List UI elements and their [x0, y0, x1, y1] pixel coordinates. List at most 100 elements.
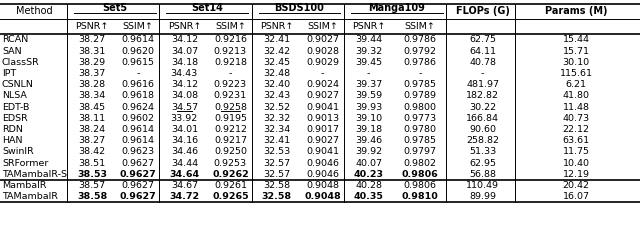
Text: 34.18: 34.18	[171, 58, 198, 67]
Text: 32.57: 32.57	[263, 170, 290, 179]
Text: 0.9027: 0.9027	[306, 91, 339, 100]
Text: 0.9017: 0.9017	[306, 125, 339, 134]
Text: 166.84: 166.84	[466, 114, 499, 123]
Text: 20.42: 20.42	[563, 181, 589, 190]
Text: 0.9041: 0.9041	[306, 103, 339, 112]
Text: 39.45: 39.45	[355, 58, 382, 67]
Text: 0.9024: 0.9024	[306, 80, 339, 89]
Text: BSDS100: BSDS100	[275, 3, 324, 13]
Text: 32.34: 32.34	[263, 125, 290, 134]
Text: 0.9265: 0.9265	[212, 192, 249, 201]
Text: 0.9041: 0.9041	[306, 147, 339, 156]
Text: 0.9786: 0.9786	[403, 58, 436, 67]
Text: -: -	[136, 69, 140, 78]
Text: 0.9627: 0.9627	[120, 170, 157, 179]
Text: 0.9785: 0.9785	[403, 80, 436, 89]
Text: 32.52: 32.52	[263, 103, 290, 112]
Text: HAN: HAN	[2, 136, 22, 145]
Text: NLSA: NLSA	[2, 91, 27, 100]
Text: 32.53: 32.53	[263, 147, 290, 156]
Text: 0.9217: 0.9217	[214, 136, 247, 145]
Text: 39.59: 39.59	[355, 91, 382, 100]
Text: 64.11: 64.11	[469, 47, 496, 55]
Text: ClassSR: ClassSR	[2, 58, 40, 67]
Text: Manga109: Manga109	[369, 3, 425, 13]
Text: 110.49: 110.49	[466, 181, 499, 190]
Text: RCAN: RCAN	[2, 35, 28, 44]
Text: 0.9027: 0.9027	[306, 35, 339, 44]
Text: 38.31: 38.31	[79, 47, 106, 55]
Text: 0.9048: 0.9048	[306, 181, 339, 190]
Text: 34.07: 34.07	[171, 47, 198, 55]
Text: 0.9261: 0.9261	[214, 181, 247, 190]
Text: 0.9231: 0.9231	[214, 91, 247, 100]
Text: 38.51: 38.51	[79, 159, 106, 168]
Text: 11.48: 11.48	[563, 103, 589, 112]
Text: 22.12: 22.12	[563, 125, 589, 134]
Text: 34.57: 34.57	[171, 103, 198, 112]
Text: 34.12: 34.12	[171, 80, 198, 89]
Text: 38.42: 38.42	[79, 147, 106, 156]
Text: 10.40: 10.40	[563, 159, 589, 168]
Text: 32.40: 32.40	[263, 80, 290, 89]
Text: 62.75: 62.75	[469, 35, 496, 44]
Text: 38.29: 38.29	[79, 58, 106, 67]
Text: -: -	[481, 69, 484, 78]
Text: 39.32: 39.32	[355, 47, 382, 55]
Text: 258.82: 258.82	[466, 136, 499, 145]
Text: 34.44: 34.44	[171, 159, 198, 168]
Text: 34.43: 34.43	[171, 69, 198, 78]
Text: 0.9810: 0.9810	[401, 192, 438, 201]
Text: 0.9195: 0.9195	[214, 114, 247, 123]
Text: 115.61: 115.61	[559, 69, 593, 78]
Text: 0.9258: 0.9258	[214, 103, 247, 112]
Text: 33.92: 33.92	[171, 114, 198, 123]
Text: 40.07: 40.07	[355, 159, 382, 168]
Text: 182.82: 182.82	[466, 91, 499, 100]
Text: 38.57: 38.57	[79, 181, 106, 190]
Text: 38.24: 38.24	[79, 125, 106, 134]
Text: 34.08: 34.08	[171, 91, 198, 100]
Text: Method: Method	[16, 6, 53, 16]
Text: 0.9216: 0.9216	[214, 35, 247, 44]
Text: PSNR↑: PSNR↑	[260, 22, 293, 31]
Text: 39.18: 39.18	[355, 125, 382, 134]
Text: 0.9797: 0.9797	[403, 147, 436, 156]
Text: 51.33: 51.33	[469, 147, 496, 156]
Text: 0.9786: 0.9786	[403, 35, 436, 44]
Text: SRFormer: SRFormer	[2, 159, 48, 168]
Text: 0.9627: 0.9627	[120, 192, 157, 201]
Text: 38.11: 38.11	[79, 114, 106, 123]
Text: 39.37: 39.37	[355, 80, 382, 89]
Text: -: -	[321, 69, 324, 78]
Text: 34.67: 34.67	[171, 181, 198, 190]
Text: 0.9602: 0.9602	[122, 114, 155, 123]
Text: 30.10: 30.10	[563, 58, 589, 67]
Text: -: -	[418, 69, 422, 78]
Text: 56.88: 56.88	[469, 170, 496, 179]
Text: 39.44: 39.44	[355, 35, 382, 44]
Text: 0.9218: 0.9218	[214, 58, 247, 67]
Text: 0.9262: 0.9262	[212, 170, 249, 179]
Text: 0.9789: 0.9789	[403, 91, 436, 100]
Text: -: -	[367, 69, 371, 78]
Text: 0.9800: 0.9800	[403, 103, 436, 112]
Text: MambaIR: MambaIR	[2, 181, 47, 190]
Text: 0.9806: 0.9806	[401, 170, 438, 179]
Text: 30.22: 30.22	[469, 103, 496, 112]
Text: 32.48: 32.48	[263, 69, 290, 78]
Text: 0.9212: 0.9212	[214, 125, 247, 134]
Text: 6.21: 6.21	[566, 80, 586, 89]
Text: 38.27: 38.27	[79, 136, 106, 145]
Text: 39.46: 39.46	[355, 136, 382, 145]
Text: SSIM↑: SSIM↑	[404, 22, 435, 31]
Text: 12.19: 12.19	[563, 170, 589, 179]
Text: 38.27: 38.27	[79, 35, 106, 44]
Text: 15.44: 15.44	[563, 35, 589, 44]
Text: 32.43: 32.43	[263, 91, 290, 100]
Text: 89.99: 89.99	[469, 192, 496, 201]
Text: 32.32: 32.32	[263, 114, 290, 123]
Text: 34.16: 34.16	[171, 136, 198, 145]
Text: 34.46: 34.46	[171, 147, 198, 156]
Text: SwinIR: SwinIR	[2, 147, 34, 156]
